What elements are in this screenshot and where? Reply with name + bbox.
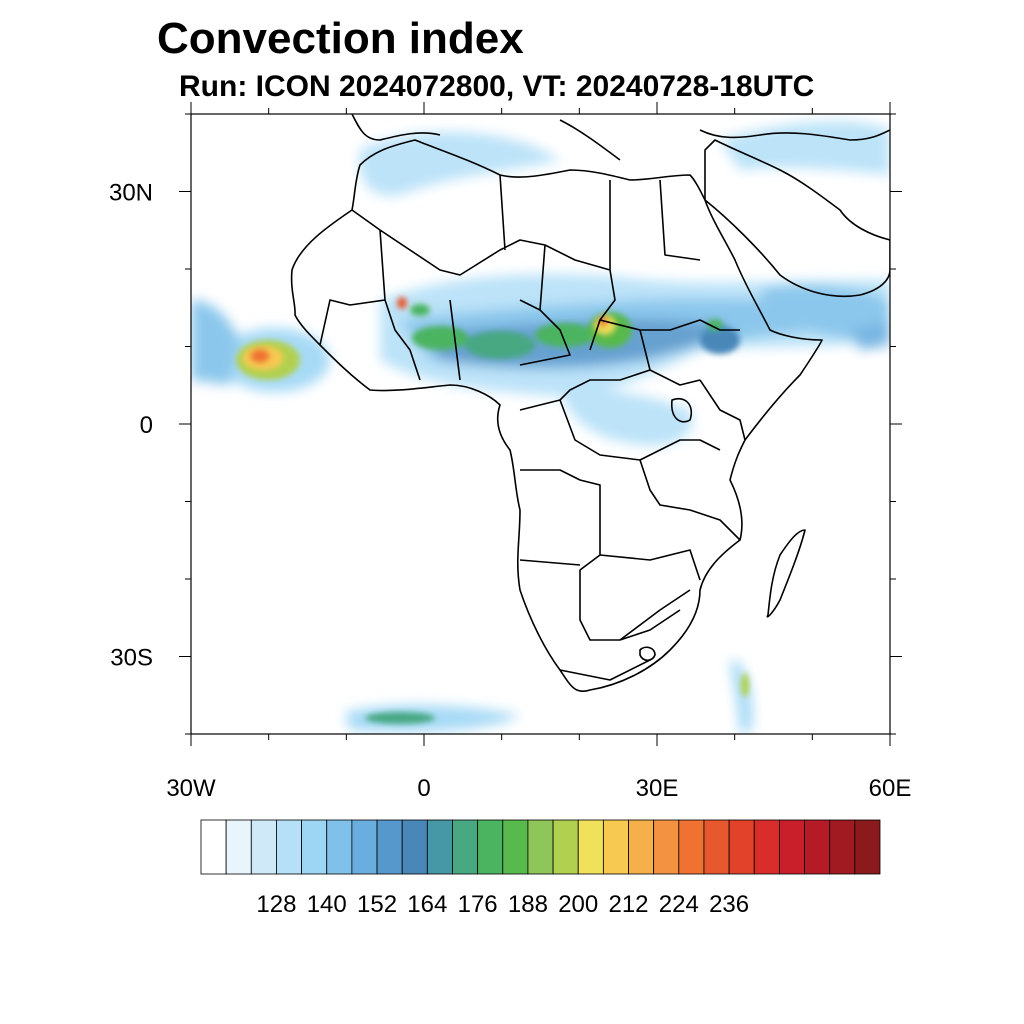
- colorbar-swatch: [502, 819, 529, 875]
- chart-title: Convection index: [157, 14, 524, 63]
- colorbar-label: 128: [256, 891, 296, 918]
- colorbar-swatch: [527, 819, 554, 875]
- lon-tick-label: 30E: [636, 775, 679, 802]
- lat-tick-label: 30N: [109, 180, 153, 207]
- colorbar-swatch: [477, 819, 504, 875]
- colorbar-swatch: [426, 819, 453, 875]
- colorbar-swatch: [703, 819, 730, 875]
- colorbar-swatch: [577, 819, 604, 875]
- colorbar-swatch: [728, 819, 755, 875]
- colorbar-swatch: [628, 819, 655, 875]
- colorbar-label: 140: [307, 891, 347, 918]
- colorbar-swatch: [326, 819, 353, 875]
- colorbar-swatch: [225, 819, 252, 875]
- colorbar-label: 152: [357, 891, 397, 918]
- colorbar-swatch: [250, 819, 277, 875]
- colorbar-label: 236: [709, 891, 749, 918]
- colorbar-swatch: [276, 819, 302, 875]
- map-frame: [190, 113, 891, 735]
- colorbar-label: 164: [407, 891, 447, 918]
- lon-tick-label: 30W: [166, 775, 216, 802]
- colorbar-swatch: [779, 819, 805, 875]
- lon-tick-label: 0: [417, 775, 430, 802]
- coastlines: [290, 114, 890, 692]
- colorbar-swatch: [376, 819, 403, 875]
- colorbar-label: 212: [608, 891, 648, 918]
- colorbar-swatch: [452, 819, 479, 875]
- lat-tick-label: 30S: [110, 645, 153, 672]
- colorbar-swatch: [552, 819, 579, 875]
- lon-tick-label: 60E: [869, 775, 912, 802]
- convection-field: [191, 121, 890, 734]
- colorbar: 128 140 152 164 176 188 200 212 224 236: [200, 819, 881, 918]
- colorbar-swatch: [678, 819, 705, 875]
- colorbar-swatch: [854, 819, 881, 875]
- colorbar-swatch: [653, 819, 680, 875]
- colorbar-swatch: [753, 819, 780, 875]
- lat-tick-label: 0: [140, 412, 153, 439]
- axis-ticks: 30W 0 30E 60E 30N 0 30S: [109, 102, 911, 802]
- colorbar-swatch: [200, 819, 227, 875]
- colorbar-swatch: [301, 819, 328, 875]
- colorbar-swatch: [804, 819, 831, 875]
- colorbar-swatch: [401, 819, 428, 875]
- colorbar-swatch: [351, 819, 378, 875]
- colorbar-label: 176: [458, 891, 498, 918]
- colorbar-swatch: [829, 819, 856, 875]
- colorbar-label: 188: [508, 891, 548, 918]
- colorbar-label: 200: [558, 891, 598, 918]
- colorbar-swatch: [602, 819, 629, 875]
- colorbar-label: 224: [659, 891, 699, 918]
- chart-subtitle: Run: ICON 2024072800, VT: 20240728-18UTC: [179, 70, 815, 103]
